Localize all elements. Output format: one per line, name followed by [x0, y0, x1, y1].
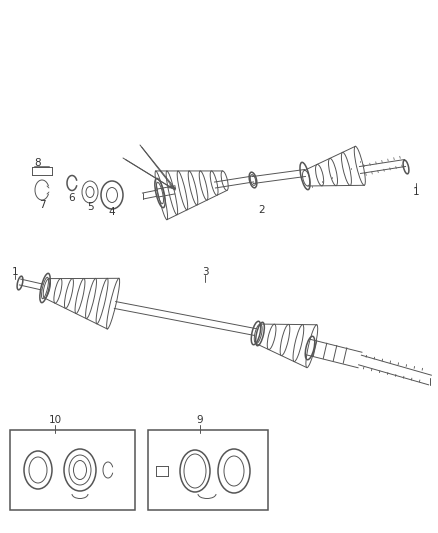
Text: 1: 1 — [413, 187, 419, 197]
Text: 1: 1 — [12, 267, 18, 277]
Text: 5: 5 — [87, 202, 93, 212]
Bar — [10, 430, 135, 510]
Text: 8: 8 — [35, 158, 41, 168]
Text: 4: 4 — [109, 207, 115, 217]
Text: 7: 7 — [39, 200, 45, 210]
Text: 2: 2 — [259, 205, 265, 215]
Text: 9: 9 — [197, 415, 203, 425]
Text: 3: 3 — [201, 267, 208, 277]
Bar — [148, 430, 268, 510]
Text: 10: 10 — [49, 415, 62, 425]
Text: 6: 6 — [69, 193, 75, 203]
